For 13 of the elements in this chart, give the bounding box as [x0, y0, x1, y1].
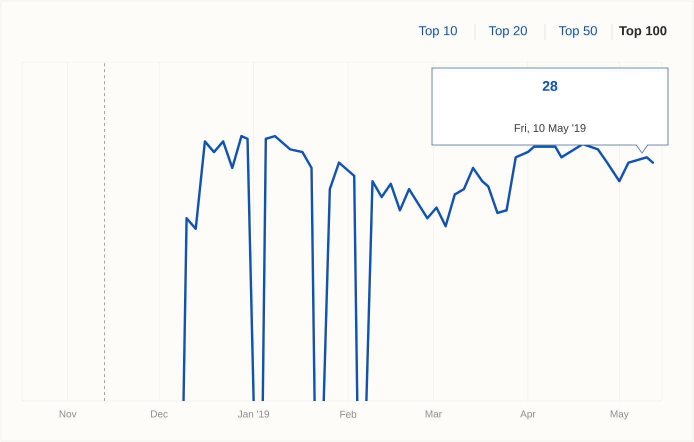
- text: Fri, 10 May '19: [514, 124, 586, 134]
- x-tick-label: Apr: [520, 410, 536, 420]
- text: Top 100: [619, 26, 666, 38]
- x-tick-label: Jan '19: [238, 410, 270, 418]
- text: Top 50: [558, 26, 597, 38]
- text: 28: [542, 81, 558, 91]
- x-tick-label: Feb: [340, 410, 356, 418]
- x-tick-label: Dec: [151, 410, 168, 418]
- text: Top 20: [488, 26, 527, 38]
- x-tick-label: Nov: [60, 410, 77, 418]
- x-tick-label: Mar: [426, 410, 442, 418]
- x-tick-label: May: [610, 410, 629, 420]
- text: Top 10: [418, 26, 457, 38]
